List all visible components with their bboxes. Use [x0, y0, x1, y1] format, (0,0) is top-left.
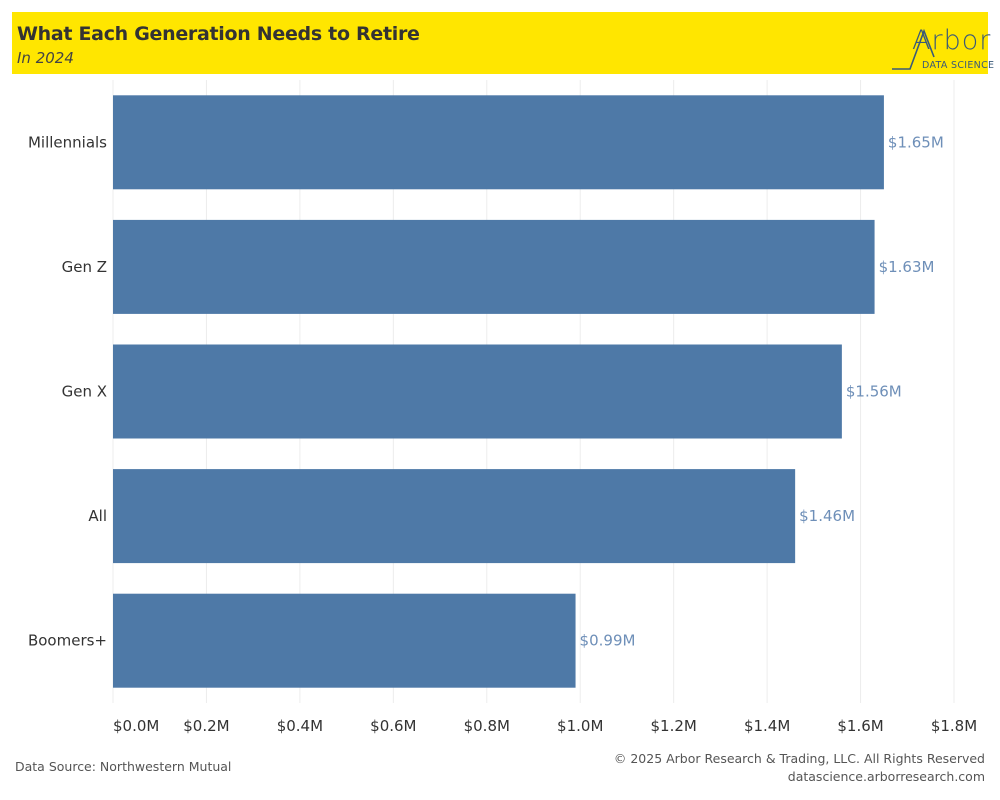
x-tick-label: $0.6M — [370, 717, 416, 735]
logo-mark-icon — [892, 28, 935, 70]
bar — [113, 219, 875, 314]
logo-tagline: DATA SCIENCE — [922, 60, 995, 71]
data-source: Data Source: Northwestern Mutual — [15, 759, 232, 774]
chart-title: What Each Generation Needs to Retire — [17, 23, 420, 45]
arbor-logo: Arbor DATA SCIENCE — [888, 25, 996, 73]
category-label: All — [88, 507, 107, 525]
bar — [113, 344, 842, 439]
x-tick-label: $1.8M — [931, 717, 977, 735]
x-tick-label: $0.0M — [113, 717, 159, 735]
x-tick-label: $0.8M — [464, 717, 510, 735]
data-label: $1.56M — [846, 383, 902, 401]
x-tick-label: $0.4M — [277, 717, 323, 735]
x-tick-label: $1.0M — [557, 717, 603, 735]
bar — [113, 469, 796, 564]
x-tick-label: $1.6M — [837, 717, 883, 735]
x-tick-label: $0.2M — [183, 717, 229, 735]
x-tick-label: $1.2M — [650, 717, 696, 735]
category-label: Gen Z — [62, 258, 107, 276]
bar — [113, 593, 576, 688]
website-link[interactable]: datascience.arborresearch.com — [787, 769, 985, 784]
title-banner: What Each Generation Needs to Retire In … — [12, 12, 994, 74]
data-label: $1.46M — [799, 507, 855, 525]
data-label: $0.99M — [580, 632, 636, 650]
chart-subtitle: In 2024 — [17, 49, 74, 67]
footer-credits: © 2025 Arbor Research & Trading, LLC. Al… — [614, 750, 985, 786]
category-label: Millennials — [28, 133, 107, 151]
x-tick-label: $1.4M — [744, 717, 790, 735]
category-label: Boomers+ — [28, 632, 107, 650]
data-label: $1.63M — [879, 258, 935, 276]
data-label: $1.65M — [888, 133, 944, 151]
bar — [113, 95, 884, 190]
logo-wordmark: Arbor — [912, 25, 992, 56]
category-label: Gen X — [62, 383, 107, 401]
copyright-text: © 2025 Arbor Research & Trading, LLC. Al… — [613, 751, 985, 766]
